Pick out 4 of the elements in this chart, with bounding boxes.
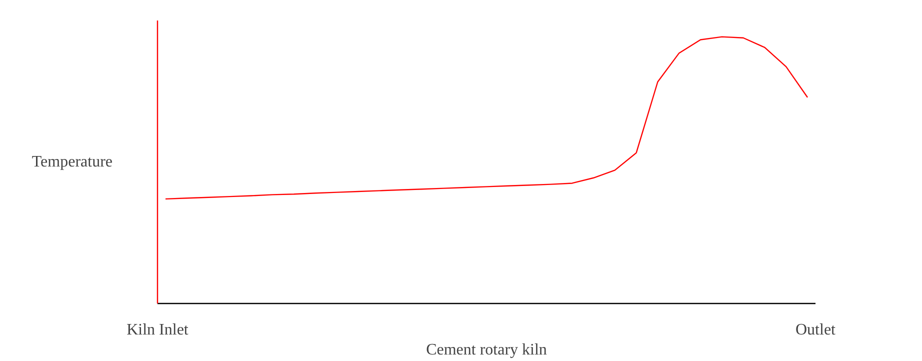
text: Outlet [796, 322, 836, 338]
y-axis-title: Temperature [32, 154, 112, 170]
x-axis-title: Cement rotary kiln [426, 342, 547, 358]
text: Kiln Inlet [126, 322, 189, 338]
